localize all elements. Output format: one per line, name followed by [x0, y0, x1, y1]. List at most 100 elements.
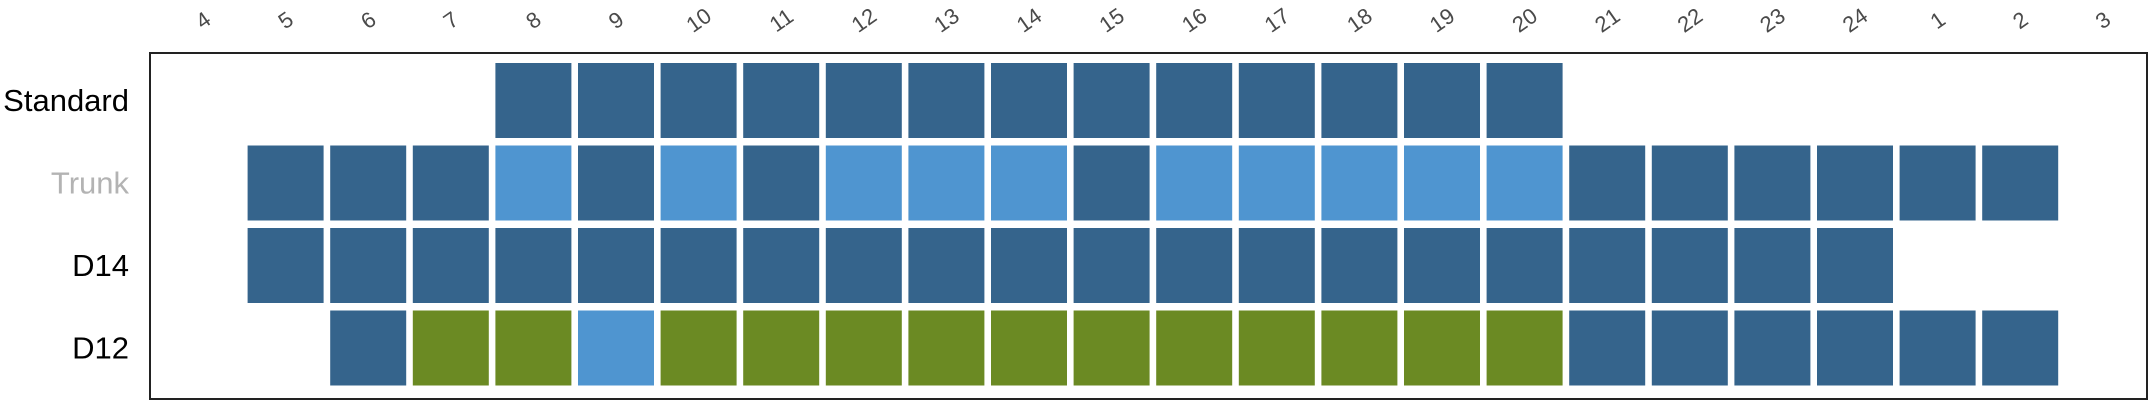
- heatmap-cell: [743, 228, 820, 303]
- heatmap-cell: [1156, 228, 1233, 303]
- heatmap-cell: [495, 145, 572, 221]
- heatmap-cell: [330, 228, 407, 303]
- heatmap-cell: [247, 145, 324, 221]
- heatmap-cell: [1404, 145, 1480, 221]
- heatmap-cell: [1651, 228, 1728, 303]
- heatmap-cell: [991, 228, 1067, 303]
- heatmap-cell: [1486, 63, 1563, 138]
- hour-tick-label: 23: [1755, 3, 1789, 38]
- heatmap-cell: [991, 63, 1067, 138]
- heatmap-cell: [1238, 145, 1315, 221]
- heatmap-cell: [1404, 228, 1480, 303]
- heatmap-cell: [1569, 310, 1646, 386]
- heatmap-cell: [1404, 63, 1480, 138]
- row-label-standard: Standard: [3, 83, 129, 118]
- heatmap-cell: [1899, 145, 1976, 221]
- hour-tick-label: 10: [682, 3, 716, 38]
- hour-axis-labels: 4 5 6 7 8 9 10 11 12 13 14 15 16 17 18 19 20 21 22 23 24 1 2 3: [191, 3, 2115, 38]
- hour-tick-label: 9: [604, 6, 628, 34]
- hour-tick-label: 15: [1095, 3, 1129, 38]
- heatmap-cell: [1651, 145, 1728, 221]
- hour-tick-label: 22: [1673, 3, 1707, 38]
- heatmap-cell: [825, 310, 902, 386]
- heatmap-cell: [412, 145, 489, 221]
- hour-tick-label: 8: [521, 6, 545, 34]
- heatmap-cell: [908, 145, 985, 221]
- hour-tick-label: 13: [929, 3, 963, 38]
- hour-tick-label: 12: [847, 3, 881, 38]
- heatmap-cell: [1734, 228, 1811, 303]
- heatmap-cell: [991, 310, 1067, 386]
- heatmap-cell: [1651, 310, 1728, 386]
- heatmap-cell: [1817, 228, 1893, 303]
- heatmap-cell: [1982, 310, 2059, 386]
- heatmap-cell: [1156, 145, 1233, 221]
- heatmap-cell: [825, 228, 902, 303]
- hour-tick-label: 2: [2008, 6, 2032, 34]
- heatmap-cell: [247, 228, 324, 303]
- heatmap-cell: [825, 145, 902, 221]
- heatmap-cell: [1073, 63, 1150, 138]
- heatmap-cell: [1486, 310, 1563, 386]
- heatmap-cell: [743, 310, 820, 386]
- heatmap-cell: [578, 145, 654, 221]
- heatmap-cell: [660, 228, 737, 303]
- heatmap-cell: [825, 63, 902, 138]
- heatmap-cell: [578, 63, 654, 138]
- hour-tick-label: 4: [191, 6, 215, 34]
- hour-tick-label: 3: [2091, 6, 2115, 34]
- heatmap-cell: [1404, 310, 1480, 386]
- heatmap-cells: [247, 63, 2059, 386]
- hour-tick-label: 7: [439, 6, 463, 34]
- heatmap-cell: [908, 63, 985, 138]
- heatmap-cell: [1156, 63, 1233, 138]
- heatmap-cell: [1734, 310, 1811, 386]
- plot-panel-border: [149, 52, 2148, 400]
- heatmap-cell: [495, 63, 572, 138]
- row-label-d14: D14: [72, 248, 129, 283]
- row-axis-labels: Standard Trunk D14 D12: [3, 83, 129, 366]
- heatmap-cell: [1238, 63, 1315, 138]
- hour-tick-label: 11: [765, 3, 798, 37]
- heatmap-cell: [1817, 310, 1893, 386]
- heatmap-cell: [1321, 228, 1398, 303]
- heatmap-cell: [1321, 63, 1398, 138]
- heatmap-cell: [1073, 145, 1150, 221]
- heatmap-cell: [1569, 228, 1646, 303]
- heatmap-cell: [1073, 228, 1150, 303]
- hour-tick-label: 19: [1425, 3, 1459, 38]
- hour-tick-label: 5: [274, 6, 298, 34]
- heatmap-cell: [412, 228, 489, 303]
- heatmap-cell: [1734, 145, 1811, 221]
- heatmap-cell: [1321, 310, 1398, 386]
- hour-tick-label: 14: [1012, 3, 1046, 38]
- row-label-d12: D12: [72, 331, 129, 366]
- heatmap-cell: [495, 228, 572, 303]
- row-label-trunk: Trunk: [51, 166, 130, 201]
- heatmap-cell: [991, 145, 1067, 221]
- heatmap-cell: [330, 145, 407, 221]
- heatmap-cell: [908, 228, 985, 303]
- heatmap-cell: [330, 310, 407, 386]
- heatmap-cell: [578, 310, 654, 386]
- heatmap-cell: [1982, 145, 2059, 221]
- heatmap-cell: [1156, 310, 1233, 386]
- hour-tick-label: 6: [356, 6, 380, 34]
- heatmap-cell: [578, 228, 654, 303]
- heatmap-cell: [1817, 145, 1893, 221]
- hour-tick-label: 1: [1926, 6, 1950, 34]
- heatmap-cell: [1486, 228, 1563, 303]
- hour-tick-label: 24: [1838, 3, 1872, 38]
- heatmap-cell: [1899, 310, 1976, 386]
- hour-tick-label: 18: [1342, 3, 1376, 38]
- heatmap-cell: [1486, 145, 1563, 221]
- heatmap-cell: [660, 63, 737, 138]
- hour-tick-label: 17: [1260, 3, 1294, 38]
- heatmap-cell: [495, 310, 572, 386]
- heatmap-cell: [660, 145, 737, 221]
- hour-tick-label: 20: [1508, 3, 1542, 38]
- heatmap-cell: [1073, 310, 1150, 386]
- heatmap-cell: [1321, 145, 1398, 221]
- heatmap-cell: [908, 310, 985, 386]
